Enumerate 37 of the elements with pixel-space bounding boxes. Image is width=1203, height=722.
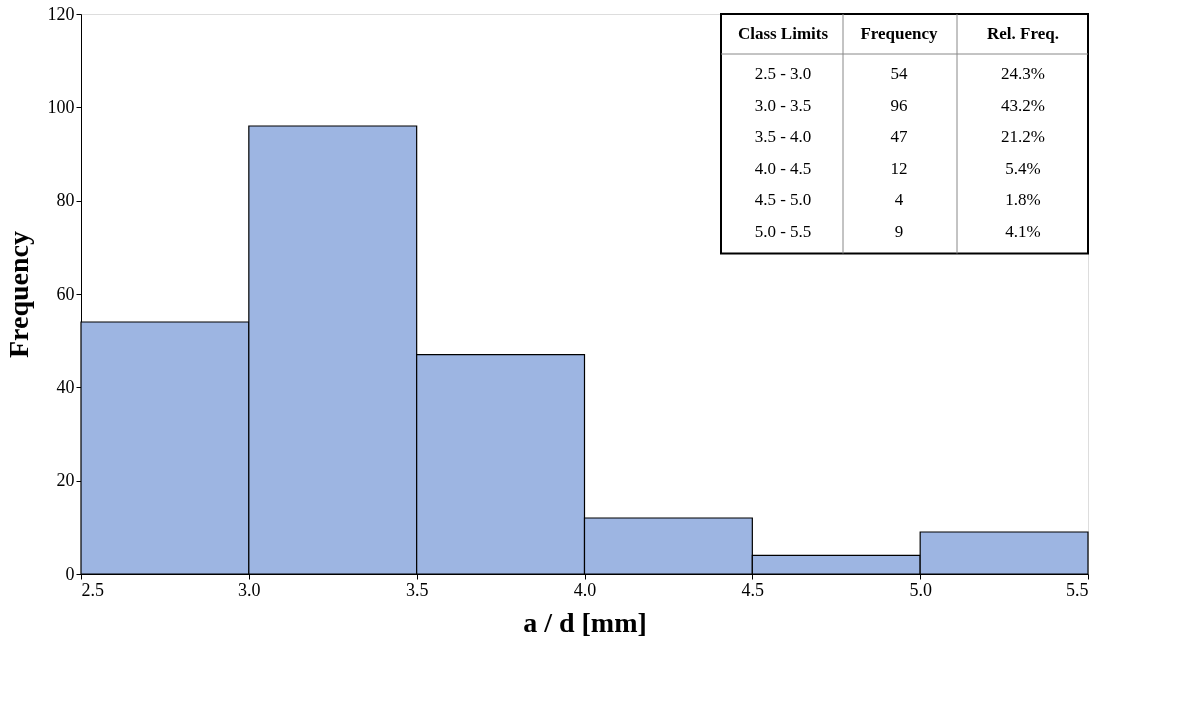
annotation: 54	[890, 64, 908, 83]
annotation: 43.2%	[1001, 95, 1045, 115]
annotation: 4.0 - 4.5	[754, 158, 812, 178]
annotation: Class Limits	[737, 24, 829, 43]
annotation: Frequency	[860, 24, 939, 43]
annotation: 5.4%	[1005, 158, 1041, 178]
y-tick-label: 120	[47, 3, 75, 24]
annotation: 3.0 - 3.5	[754, 95, 812, 115]
annotation: 4.1%	[1005, 221, 1041, 241]
annotation: 21.2%	[1001, 127, 1045, 146]
y-axis-title: Frequency	[2, 230, 34, 359]
annotation: 1.8%	[1005, 190, 1041, 209]
y-tick-label: 100	[47, 96, 75, 117]
annotation: 9	[894, 221, 904, 241]
annotation: 5.0 - 5.5	[754, 221, 812, 241]
annotation: 4.5 - 5.0	[754, 190, 812, 209]
annotation: 4	[894, 190, 904, 209]
annotation: Rel. Freq.	[987, 24, 1059, 43]
x-axis-title: a / d [mm]	[523, 606, 647, 638]
x-tick-label: 3.0	[238, 579, 261, 600]
y-tick-label: 20	[56, 470, 75, 491]
annotation: 24.3%	[1001, 64, 1045, 83]
x-tick-label: 4.5	[741, 579, 765, 600]
annotation: 47	[890, 127, 908, 146]
annotation: 2.5 - 3.0	[754, 64, 812, 83]
x-tick-label: 5.5	[1066, 579, 1089, 600]
annotation: 12	[890, 158, 908, 178]
x-tick-label: 5.0	[909, 579, 932, 600]
x-tick-label: 4.0	[573, 579, 597, 600]
y-tick-label: 40	[56, 376, 75, 397]
annotation: 96	[890, 95, 908, 115]
y-tick-label: 0	[65, 563, 75, 584]
annotation: 3.5 - 4.0	[754, 127, 812, 146]
y-tick-label: 60	[56, 283, 75, 304]
x-tick-label: 2.5	[81, 579, 104, 600]
y-tick-label: 80	[56, 190, 75, 211]
x-tick-label: 3.5	[405, 579, 429, 600]
